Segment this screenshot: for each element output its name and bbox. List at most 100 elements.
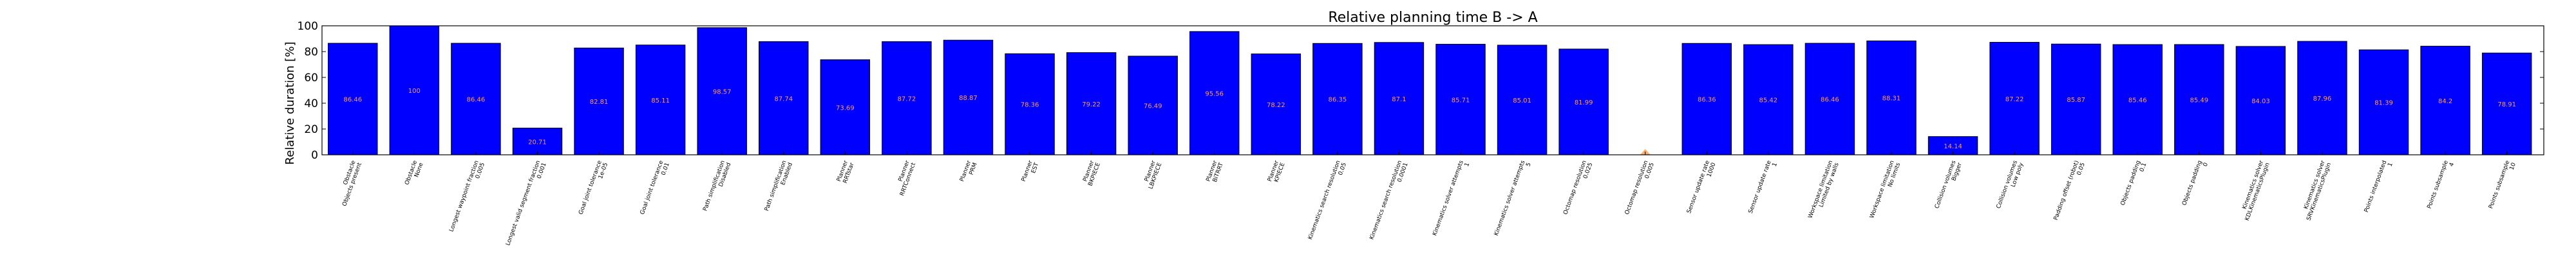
x-tick-label-26: Collision volumesBigger xyxy=(1934,159,1964,212)
x-tick-label-line: Workspace limitation xyxy=(1869,160,1896,219)
bar-12 xyxy=(1066,52,1117,155)
x-tick-label-32: Kinematics solverSRVKinematicsPlugin xyxy=(2300,159,2333,221)
bar-24 xyxy=(1804,43,1855,155)
bar-16 xyxy=(1312,43,1363,155)
value-label-3: 20.71 xyxy=(528,139,547,146)
x-tick-label-line: 10 xyxy=(2509,162,2517,171)
x-tick-label-6: Path simplificationDisabled xyxy=(702,160,732,215)
bars-group xyxy=(328,25,2532,155)
x-tick-label-line: Sensor update rate xyxy=(1686,159,1711,214)
x-tick-label-line: Kinematics solver attempts xyxy=(1432,159,1465,237)
x-tick-label-7: Path simplificationEnabled xyxy=(764,160,794,215)
value-label-8: 73.69 xyxy=(836,104,855,112)
value-label-17: 87.1 xyxy=(1392,96,1406,103)
bar-4 xyxy=(574,47,624,155)
bar-27 xyxy=(1989,42,2040,155)
x-tick-label-1: ObstacleNone xyxy=(404,159,424,188)
value-label-25: 88.31 xyxy=(1882,95,1901,103)
bar-35 xyxy=(2481,52,2532,155)
value-label-7: 87.74 xyxy=(774,95,793,103)
x-tick-label-line: Kinematics search resolution xyxy=(1368,160,1403,241)
x-tick-label-line: Objects padding xyxy=(2181,160,2204,206)
y-axis: 0 20 40 60 80 100 xyxy=(298,20,2544,162)
x-tick-label-35: Points subsample10 xyxy=(2488,159,2517,212)
value-label-12: 79.22 xyxy=(1082,101,1101,108)
x-tick-label-15: PlannerKPIECE xyxy=(1267,159,1287,184)
y-tick-label-5: 100 xyxy=(298,20,318,33)
value-label-14: 95.56 xyxy=(1205,90,1224,97)
x-tick-label-line: 0.1 xyxy=(2139,162,2148,173)
bar-10 xyxy=(943,39,994,155)
bar-29 xyxy=(2112,44,2163,155)
x-tick-label-line: Goal joint tolerance xyxy=(578,159,603,215)
x-tick-label-2: Longest waypoint fraction0.005 xyxy=(448,160,486,235)
bar-20 xyxy=(1558,48,1609,155)
value-label-26: 14.14 xyxy=(1944,143,1962,150)
y-axis-label: Relative duration [%] xyxy=(283,42,297,165)
x-tick-label-9: PlannerRRTConnect xyxy=(893,159,917,197)
x-tick-label-line: Padding offset (robot) xyxy=(2053,160,2081,221)
value-label-11: 78.36 xyxy=(1021,102,1039,109)
value-label-29: 85.46 xyxy=(2128,97,2147,104)
bar-28 xyxy=(2050,43,2101,155)
x-tick-label-24: Workspace limitationLimited by walls xyxy=(1807,159,1840,221)
x-tick-label-line: Points subsample xyxy=(2488,159,2511,210)
x-tick-label-line: Points subsample xyxy=(2427,159,2450,210)
bar-15 xyxy=(1251,54,1302,155)
plot-frame xyxy=(321,25,2544,155)
bar-14 xyxy=(1189,31,1240,155)
x-tick-label-line: Longest valid segment fraction xyxy=(505,160,542,247)
value-label-13: 76.49 xyxy=(1144,103,1162,110)
value-label-9: 87.72 xyxy=(898,95,916,103)
x-tick-label-33: Points interpolated1 xyxy=(2363,160,2394,216)
x-tick-label-27: Collision volumesLow poly xyxy=(1996,159,2025,212)
x-tick-label-30: Objects padding0 xyxy=(2181,159,2210,208)
x-tick-label-17: Kinematics search resolution0.0001 xyxy=(1368,160,1409,243)
x-tick-label-21: Octomap resolution0.005 xyxy=(1624,160,1656,218)
value-label-35: 78.91 xyxy=(2497,101,2516,108)
x-tick-label-16: Kinematics search resolution0.05 xyxy=(1307,160,1348,243)
value-label-31: 84.03 xyxy=(2251,98,2270,105)
bar-25 xyxy=(1866,40,1917,155)
value-label-1: 100 xyxy=(408,88,421,95)
x-tick-label-line: 0 xyxy=(2202,162,2210,168)
value-label-2: 86.46 xyxy=(467,97,486,104)
bar-2 xyxy=(451,43,501,155)
chart-title: Relative planning time B -> A xyxy=(1328,10,1537,26)
value-label-32: 87.96 xyxy=(2313,95,2332,103)
x-tick-label-line: 1 xyxy=(2387,162,2394,168)
x-tick-label-line: Kinematics search resolution xyxy=(1307,160,1342,241)
value-label-5: 85.11 xyxy=(651,97,670,104)
x-tick-label-31: Kinematics solverKDLKinematicsPlugin xyxy=(2238,159,2271,221)
x-tick-label-23: Sensor update rate1 xyxy=(1748,159,1779,217)
y-tick-label-2: 40 xyxy=(304,97,318,110)
bar-5 xyxy=(635,45,686,155)
x-tick-label-line: Objects padding xyxy=(2120,160,2143,206)
bar-18 xyxy=(1435,44,1486,155)
x-tick-label-22: Sensor update rate1000 xyxy=(1686,159,1718,217)
x-tick-label-4: Goal joint tolerance1e-05 xyxy=(578,159,609,217)
bar-30 xyxy=(2174,44,2224,155)
x-tick-label-13: PlannerLBKPIECE xyxy=(1142,159,1164,190)
x-tick-label-line: Collision volumes xyxy=(1934,159,1957,210)
bar-3 xyxy=(512,128,563,155)
bar-22 xyxy=(1681,43,1732,155)
value-label-0: 86.46 xyxy=(343,97,362,104)
x-tick-label-8: PlannerRRTstar xyxy=(836,159,856,184)
x-tick-label-19: Kinematics solver attempts5 xyxy=(1493,159,1533,239)
bar-23 xyxy=(1743,44,1794,155)
value-label-33: 81.39 xyxy=(2374,100,2393,107)
y-tick-label-4: 80 xyxy=(304,46,318,59)
x-tick-label-20: Octomap resolution0.025 xyxy=(1562,160,1594,218)
value-label-22: 86.36 xyxy=(1698,97,1716,104)
value-label-4: 82.81 xyxy=(590,99,609,106)
value-label-28: 85.87 xyxy=(2067,97,2085,104)
value-label-16: 86.35 xyxy=(1329,97,1347,104)
x-tick-label-18: Kinematics solver attempts1 xyxy=(1432,159,1471,239)
value-label-23: 85.42 xyxy=(1759,97,1778,104)
x-tick-label-10: PlannerPRM xyxy=(959,159,979,184)
x-tick-label-14: PlannerBiTRRT xyxy=(1205,159,1225,184)
x-tick-label-line: Octomap resolution xyxy=(1562,160,1588,216)
x-axis: ObstacleObjects present ObstacleNone Longe… xyxy=(341,152,2517,247)
